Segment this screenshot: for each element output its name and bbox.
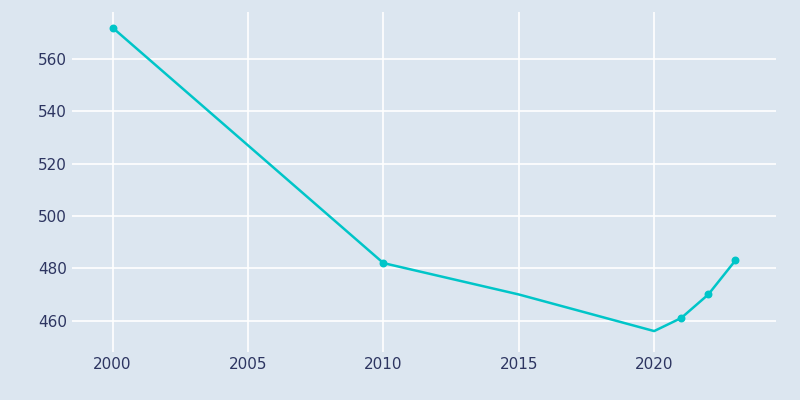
Point — [702, 291, 714, 298]
Point — [377, 260, 390, 266]
Point — [729, 257, 742, 264]
Point — [675, 315, 688, 321]
Point — [106, 24, 119, 31]
